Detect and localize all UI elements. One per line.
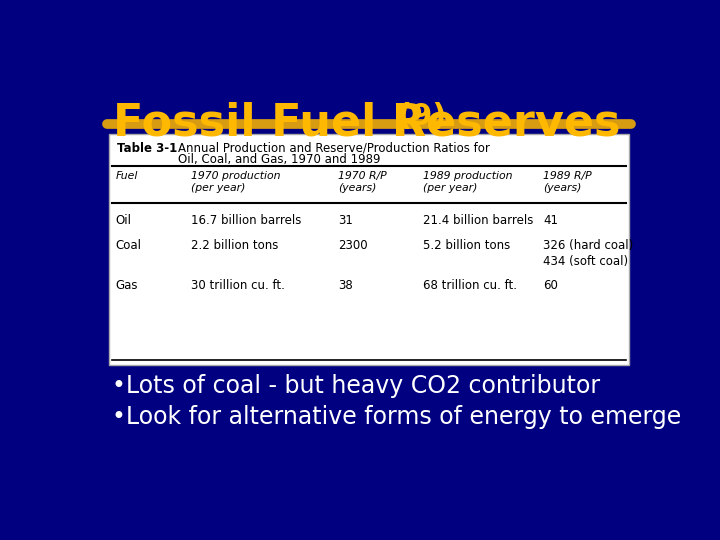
Text: •Lots of coal - but heavy CO2 contributor: •Lots of coal - but heavy CO2 contributo… (112, 374, 600, 399)
Text: 5.2 billion tons: 5.2 billion tons (423, 239, 510, 252)
Text: 41: 41 (544, 214, 559, 227)
Text: 2300: 2300 (338, 239, 368, 252)
Text: Oil: Oil (116, 214, 132, 227)
Text: 1970 R/P
(years): 1970 R/P (years) (338, 171, 387, 193)
Text: •Look for alternative forms of energy to emerge: •Look for alternative forms of energy to… (112, 405, 681, 429)
Text: Fossil Fuel Reserves: Fossil Fuel Reserves (113, 102, 621, 145)
Text: 38: 38 (338, 279, 353, 292)
Text: Annual Production and Reserve/Production Ratios for: Annual Production and Reserve/Production… (178, 142, 490, 155)
Text: 1970 production
(per year): 1970 production (per year) (191, 171, 280, 193)
Text: 30 trillion cu. ft.: 30 trillion cu. ft. (191, 279, 284, 292)
Text: 1989 production
(per year): 1989 production (per year) (423, 171, 513, 193)
Text: 2.2 billion tons: 2.2 billion tons (191, 239, 278, 252)
FancyBboxPatch shape (109, 134, 629, 365)
Text: 326 (hard coal)
434 (soft coal): 326 (hard coal) 434 (soft coal) (544, 239, 634, 268)
Text: Fuel: Fuel (116, 171, 138, 181)
Text: 21.4 billion barrels: 21.4 billion barrels (423, 214, 534, 227)
Text: Table 3-1: Table 3-1 (117, 142, 177, 155)
Text: Gas: Gas (116, 279, 138, 292)
Text: 16.7 billion barrels: 16.7 billion barrels (191, 214, 301, 227)
Text: Oil, Coal, and Gas, 1970 and 1989: Oil, Coal, and Gas, 1970 and 1989 (178, 153, 380, 166)
Text: 31: 31 (338, 214, 353, 227)
Text: (9): (9) (397, 102, 446, 131)
Text: 1989 R/P
(years): 1989 R/P (years) (544, 171, 592, 193)
Text: 68 trillion cu. ft.: 68 trillion cu. ft. (423, 279, 517, 292)
Text: 60: 60 (544, 279, 558, 292)
Text: Coal: Coal (116, 239, 142, 252)
